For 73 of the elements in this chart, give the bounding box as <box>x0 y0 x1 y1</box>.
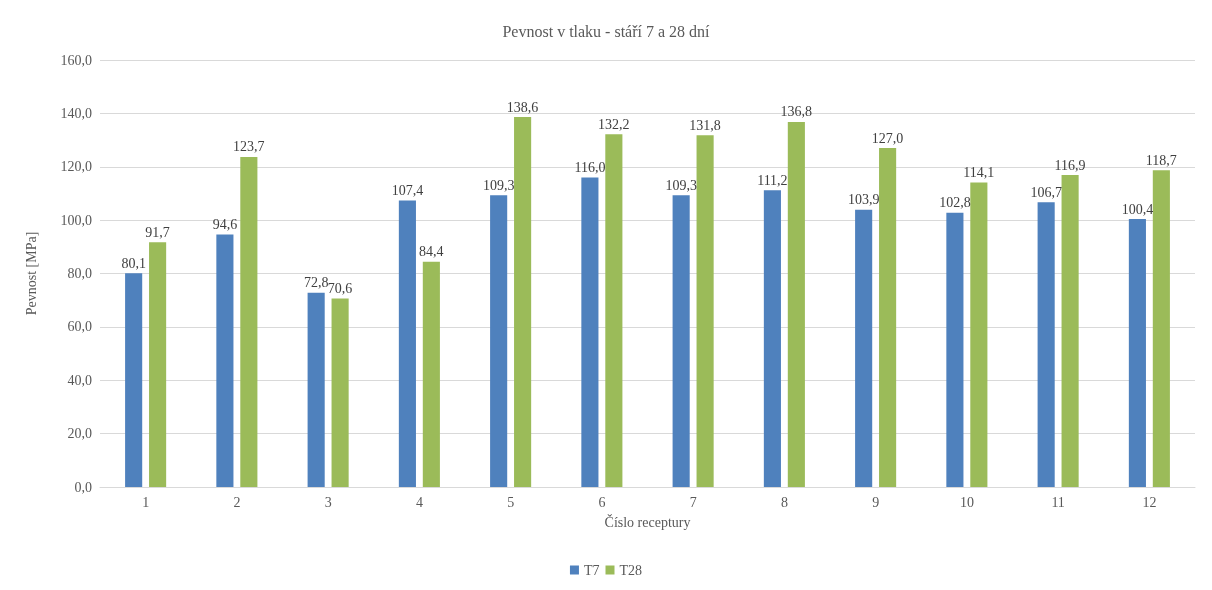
x-tick-label: 4 <box>415 494 423 510</box>
data-label: 132,2 <box>598 116 630 132</box>
bar <box>581 177 599 487</box>
x-tick-label: 8 <box>780 494 788 510</box>
bar <box>422 261 440 487</box>
x-tick-label: 3 <box>324 494 332 510</box>
bar <box>605 134 623 487</box>
x-tick-label: 11 <box>1051 494 1065 510</box>
y-tick-label: 100,0 <box>60 212 92 228</box>
legend-label: T7 <box>583 562 600 578</box>
data-label: 72,8 <box>303 275 329 291</box>
bar <box>855 209 873 487</box>
bar <box>1061 175 1079 487</box>
bar <box>787 121 805 487</box>
y-tick-label: 80,0 <box>67 266 92 281</box>
bar <box>125 273 143 487</box>
bar <box>696 135 714 487</box>
bar <box>307 292 325 487</box>
x-tick-label: 5 <box>507 494 515 510</box>
x-tick-label: 9 <box>872 494 880 510</box>
data-label: 107,4 <box>391 182 424 198</box>
x-tick-label: 2 <box>233 494 241 510</box>
chart-title: Pevnost v tlaku - stáří 7 a 28 dní <box>502 22 711 40</box>
data-label: 123,7 <box>233 139 265 155</box>
bar <box>490 195 508 487</box>
data-label: 111,2 <box>757 172 788 188</box>
bar <box>1037 202 1055 487</box>
bar <box>970 182 988 487</box>
data-label: 100,4 <box>1121 201 1154 217</box>
x-axis-title: Číslo receptury <box>604 513 691 530</box>
data-label: 116,9 <box>1054 157 1086 173</box>
bar <box>672 195 690 487</box>
data-label: 131,8 <box>689 117 721 133</box>
y-axis-title: Pevnost [MPa] <box>23 231 39 316</box>
data-label: 94,6 <box>212 217 238 233</box>
y-tick-label: 120,0 <box>60 159 92 175</box>
y-tick-label: 160,0 <box>60 52 92 68</box>
y-tick-label: 0,0 <box>74 479 92 495</box>
bar <box>1128 219 1146 487</box>
data-label: 106,7 <box>1030 184 1062 200</box>
data-label: 116,0 <box>574 159 606 175</box>
x-tick-label: 7 <box>689 494 697 510</box>
x-tick-label: 10 <box>959 494 974 510</box>
bar <box>398 200 416 487</box>
data-label: 114,1 <box>963 165 995 180</box>
data-label: 109,3 <box>665 177 697 193</box>
y-tick-label: 60,0 <box>67 319 92 335</box>
data-label: 136,8 <box>780 104 813 120</box>
x-tick-label: 12 <box>1142 494 1157 510</box>
data-label: 84,4 <box>419 244 444 260</box>
bar <box>216 234 234 487</box>
bar <box>763 190 781 487</box>
data-label: 80,1 <box>121 255 146 271</box>
bar <box>946 212 964 487</box>
bar <box>1152 170 1170 487</box>
legend-label: T28 <box>619 562 643 578</box>
bar <box>514 117 532 487</box>
x-tick-label: 6 <box>598 494 606 510</box>
data-label: 109,3 <box>482 177 515 193</box>
y-tick-label: 20,0 <box>67 426 92 442</box>
data-label: 70,6 <box>327 281 353 297</box>
bar <box>240 156 258 487</box>
data-label: 127,0 <box>871 130 904 146</box>
y-tick-label: 40,0 <box>67 372 92 388</box>
bar <box>149 242 167 487</box>
y-tick-label: 140,0 <box>60 105 92 121</box>
bar <box>331 298 349 487</box>
bar <box>879 148 897 487</box>
data-label: 103,9 <box>847 192 880 208</box>
data-label: 91,7 <box>145 224 170 240</box>
x-tick-label: 1 <box>142 494 150 510</box>
data-label: 138,6 <box>506 99 539 115</box>
data-label: 118,7 <box>1145 152 1177 168</box>
